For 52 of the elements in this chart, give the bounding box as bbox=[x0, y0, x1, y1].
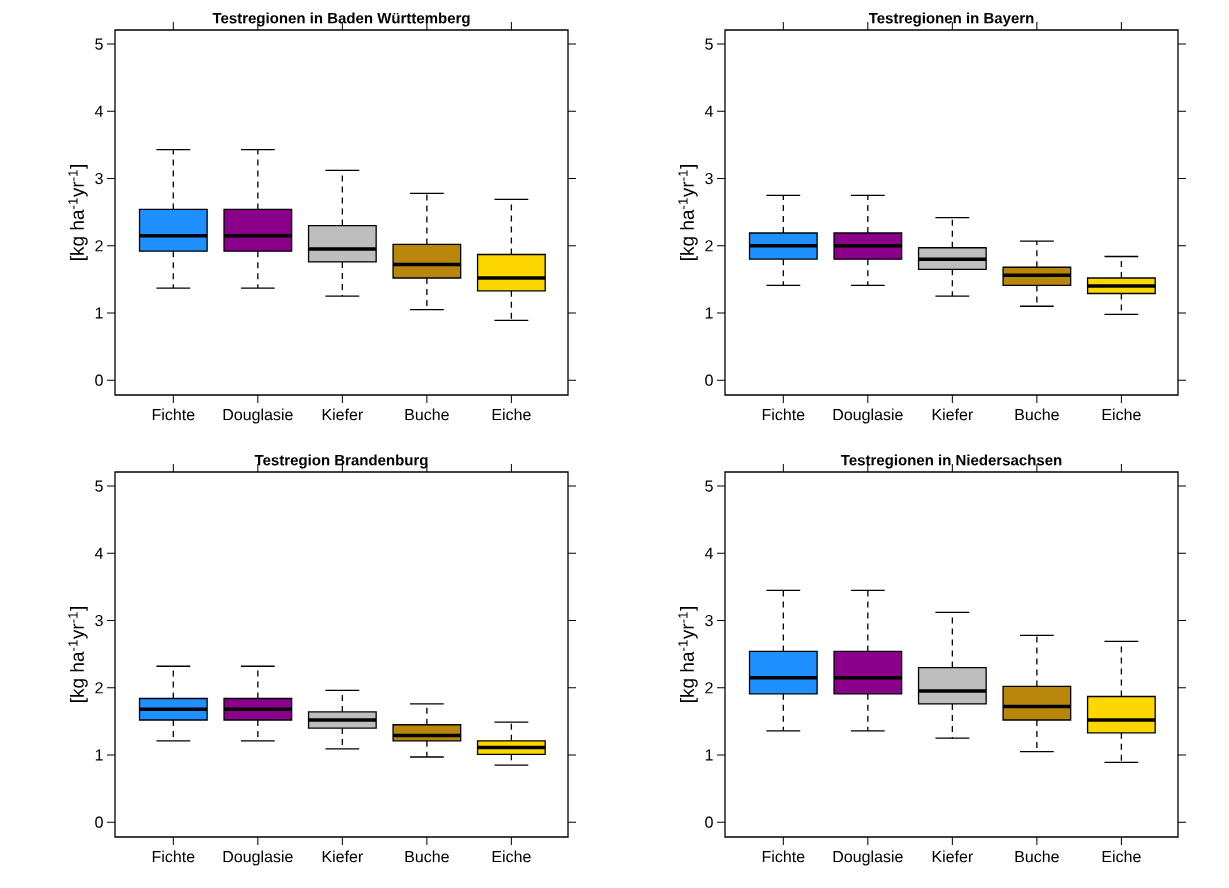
y-tick-label: 5 bbox=[95, 480, 103, 492]
y-tick-label: 4 bbox=[94, 105, 103, 117]
y-tick-label: 5 bbox=[705, 480, 713, 492]
x-tick-label: Fichte bbox=[152, 850, 195, 863]
y-axis-title: [kg ha$^{-1}$yr$^{-1}$] bbox=[678, 607, 698, 702]
chart-title: Testregionen in Bayern bbox=[868, 12, 1034, 27]
y-tick-label: 0 bbox=[95, 816, 103, 828]
y-tick-label: 3 bbox=[95, 614, 103, 627]
chart-title: Testregion Brandenburg bbox=[254, 454, 428, 469]
y-tick-label: 2 bbox=[705, 682, 713, 694]
y-axis-title: [kg ha$^{-1}$yr$^{-1}$] bbox=[68, 607, 88, 702]
y-tick-label: 0 bbox=[705, 816, 713, 828]
y-tick-label: 1 bbox=[705, 749, 713, 761]
x-tick-label: Buche bbox=[405, 850, 449, 863]
y-tick-label: 2 bbox=[705, 240, 713, 252]
x-tick-label: Fichte bbox=[152, 408, 195, 421]
x-tick-label: Douglasie bbox=[223, 408, 293, 424]
x-tick-label: Eiche bbox=[492, 408, 531, 421]
x-tick-label: Eiche bbox=[1102, 850, 1141, 863]
y-tick-label: 1 bbox=[95, 307, 103, 319]
x-tick-label: Douglasie bbox=[223, 850, 293, 866]
y-tick-label: 5 bbox=[705, 38, 713, 50]
x-tick-label: Douglasie bbox=[833, 850, 903, 866]
x-tick-label: Eiche bbox=[1102, 408, 1141, 421]
chart-title: Testregionen in Niedersachsen bbox=[840, 454, 1062, 469]
y-tick-label: 3 bbox=[705, 172, 713, 185]
x-tick-label: Douglasie bbox=[833, 408, 903, 424]
y-tick-label: 2 bbox=[95, 682, 103, 694]
x-tick-label: Buche bbox=[1015, 408, 1059, 421]
y-tick-label: 2 bbox=[95, 240, 103, 252]
x-tick-label: Buche bbox=[405, 408, 449, 421]
y-tick-label: 0 bbox=[705, 374, 713, 386]
y-tick-label: 3 bbox=[95, 172, 103, 185]
x-tick-label: Fichte bbox=[762, 408, 805, 421]
y-tick-label: 4 bbox=[704, 105, 713, 117]
x-tick-label: Kiefer bbox=[322, 408, 363, 421]
y-tick-label: 3 bbox=[705, 614, 713, 627]
y-tick-label: 1 bbox=[95, 749, 103, 761]
y-axis-title: [kg ha$^{-1}$yr$^{-1}$] bbox=[68, 165, 88, 260]
chart-title: Testregionen in Baden Württemberg bbox=[212, 12, 470, 27]
y-tick-label: 4 bbox=[94, 547, 103, 559]
x-tick-label: Eiche bbox=[492, 850, 531, 863]
y-tick-label: 1 bbox=[705, 307, 713, 319]
y-tick-label: 0 bbox=[95, 374, 103, 386]
x-tick-label: Kiefer bbox=[932, 408, 973, 421]
y-axis-title: [kg ha$^{-1}$yr$^{-1}$] bbox=[678, 165, 698, 260]
y-tick-label: 4 bbox=[704, 547, 713, 559]
x-tick-label: Fichte bbox=[762, 850, 805, 863]
x-tick-label: Kiefer bbox=[932, 850, 973, 863]
x-tick-label: Buche bbox=[1015, 850, 1059, 863]
y-tick-label: 5 bbox=[95, 38, 103, 50]
x-tick-label: Kiefer bbox=[322, 850, 363, 863]
